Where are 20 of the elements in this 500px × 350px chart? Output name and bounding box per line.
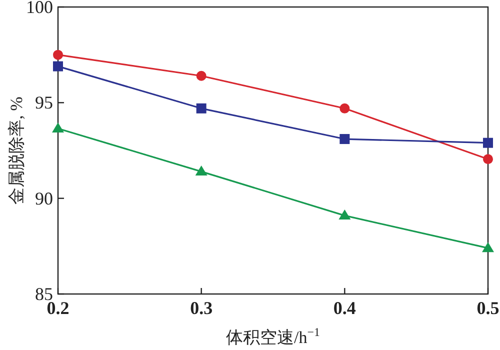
y-tick-label: 95	[35, 92, 53, 113]
point	[196, 103, 206, 114]
x-tick-label: 0.3	[190, 298, 213, 318]
point	[482, 242, 494, 252]
x-tick-label: 0.4	[333, 298, 356, 318]
y-tick-label: 90	[35, 188, 53, 208]
x-tick-label: 0.5	[476, 298, 500, 318]
point	[53, 50, 63, 60]
point	[53, 61, 63, 72]
point	[195, 166, 208, 176]
point	[483, 154, 493, 164]
point	[196, 70, 206, 81]
point	[52, 122, 64, 132]
x-axis-title: 体积空速/h$^{−1}$	[226, 325, 320, 347]
y-tick-label: 100	[26, 0, 53, 17]
point	[338, 210, 351, 220]
point	[483, 138, 493, 148]
y-axis-title: 金属脱除率, %	[7, 96, 26, 204]
point	[340, 134, 350, 144]
point	[340, 103, 350, 114]
